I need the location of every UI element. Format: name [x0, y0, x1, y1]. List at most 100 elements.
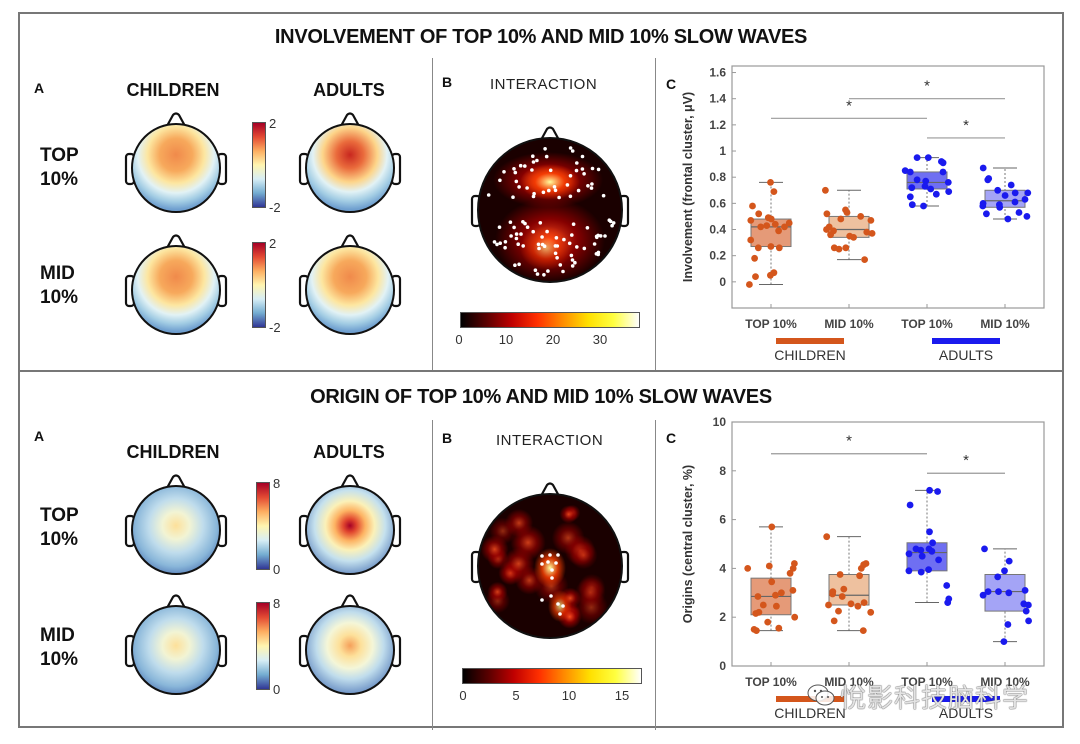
- data-point: [825, 601, 832, 609]
- row-label-line: TOP: [40, 145, 79, 166]
- electrode-dot: [518, 163, 523, 168]
- data-point: [857, 565, 865, 572]
- electrode-dot: [513, 170, 518, 175]
- electrode-dot: [582, 172, 586, 176]
- electrode-dot: [550, 568, 554, 572]
- data-point: [926, 528, 933, 536]
- electrode-dot: [574, 168, 579, 173]
- nose-outline: [540, 126, 560, 141]
- electrode-dot: [537, 246, 541, 251]
- row-label-top: TOP 10%: [40, 144, 79, 192]
- colorbar-tick: 15: [614, 688, 630, 703]
- data-point: [924, 154, 932, 161]
- topomap-children-mid: [124, 234, 228, 335]
- heat-blob: [548, 590, 572, 622]
- colorbar-max: 8: [273, 476, 281, 491]
- data-point: [768, 578, 776, 586]
- row-label-mid: MID 10%: [40, 624, 78, 672]
- involvement-section: INVOLVEMENT OF TOP 10% AND MID 10% SLOW …: [18, 12, 1064, 371]
- nose-outline: [340, 234, 360, 249]
- electrode-dot: [570, 233, 574, 237]
- electrode-dot: [610, 223, 614, 228]
- y-tick-label: 1.6: [709, 66, 726, 80]
- electrode-dot: [545, 229, 549, 234]
- colorbar: [256, 602, 270, 690]
- data-point: [927, 185, 935, 193]
- data-point: [932, 190, 940, 198]
- y-tick-label: 0.4: [709, 223, 726, 237]
- electrode-dot: [511, 195, 515, 199]
- x-tick-label: TOP 10%: [901, 675, 953, 689]
- scalp-border: [477, 493, 623, 639]
- y-tick-label: 4: [719, 561, 726, 575]
- data-point: [1025, 601, 1032, 609]
- data-point: [944, 599, 952, 606]
- data-point: [1021, 196, 1029, 203]
- interaction-topomap: [470, 482, 630, 639]
- data-point: [781, 223, 788, 231]
- data-point: [786, 569, 794, 577]
- heat-layer: [478, 138, 622, 282]
- topomap-children-top: [124, 474, 228, 575]
- data-point: [979, 591, 987, 599]
- y-axis-label: Involvement (frontal cluster, μV): [681, 92, 695, 282]
- data-point: [789, 565, 797, 572]
- electrode-dot: [546, 269, 550, 273]
- electrode-dot: [562, 237, 566, 242]
- data-point: [836, 571, 844, 578]
- electrode-dot: [548, 553, 552, 557]
- data-point: [905, 567, 913, 575]
- data-point: [1022, 607, 1030, 615]
- topomap-children-top: [124, 112, 228, 213]
- data-point: [791, 613, 799, 621]
- data-point: [901, 167, 909, 174]
- group-legend-bar: [932, 338, 1000, 344]
- section-title: ORIGIN OF TOP 10% AND MID 10% SLOW WAVES: [310, 386, 772, 408]
- box-children-mid-10-: [823, 533, 875, 634]
- data-point: [995, 588, 1002, 595]
- row-label-line: 10%: [40, 169, 79, 190]
- interaction-topomap: [470, 126, 630, 283]
- y-tick-label: 0: [719, 659, 726, 673]
- data-point: [857, 213, 865, 220]
- row-label-top: TOP 10%: [40, 504, 79, 552]
- x-tick-label: MID 10%: [980, 675, 1030, 689]
- scalp-map: [131, 123, 221, 213]
- electrode-dot: [525, 225, 530, 229]
- electrode-dot: [542, 273, 546, 277]
- topomap-adults-mid: [298, 594, 402, 695]
- electrode-dot: [596, 250, 601, 255]
- data-point: [1005, 589, 1013, 597]
- data-point: [981, 545, 988, 553]
- electrode-dot: [548, 168, 553, 173]
- data-point: [859, 627, 867, 634]
- electrode-dot: [519, 232, 523, 236]
- panel-c-letter: C: [666, 430, 677, 446]
- data-point: [837, 215, 845, 223]
- electrode-dot: [547, 188, 551, 193]
- electrode-dot: [570, 264, 575, 268]
- electrode-dot: [603, 234, 607, 238]
- panel-a-letter: A: [34, 428, 45, 444]
- colorbar-min: -2: [269, 200, 281, 215]
- electrode-dot: [594, 234, 599, 239]
- involvement-boxplot: 0 0.2 0.4 0.6 0.8 1 1.2 1.4 1.6 Involvement (fron…: [681, 65, 1045, 363]
- y-tick-label: 1: [719, 144, 726, 158]
- data-point: [926, 486, 933, 494]
- topomap-adults-mid: [298, 234, 402, 335]
- electrode-dot: [550, 576, 554, 580]
- data-point: [945, 188, 953, 196]
- data-point: [994, 186, 1002, 194]
- colorbar-max: 2: [269, 236, 277, 251]
- electrode-dot: [558, 612, 562, 616]
- data-point: [843, 209, 851, 216]
- data-point: [861, 256, 868, 263]
- data-point: [754, 244, 762, 252]
- x-tick-label: MID 10%: [824, 317, 874, 331]
- data-point: [922, 177, 930, 185]
- heat-blob: [510, 525, 546, 561]
- scalp-map: [305, 605, 395, 695]
- electrode-dot: [554, 561, 558, 565]
- electrode-dot: [532, 191, 536, 196]
- data-point: [772, 591, 779, 599]
